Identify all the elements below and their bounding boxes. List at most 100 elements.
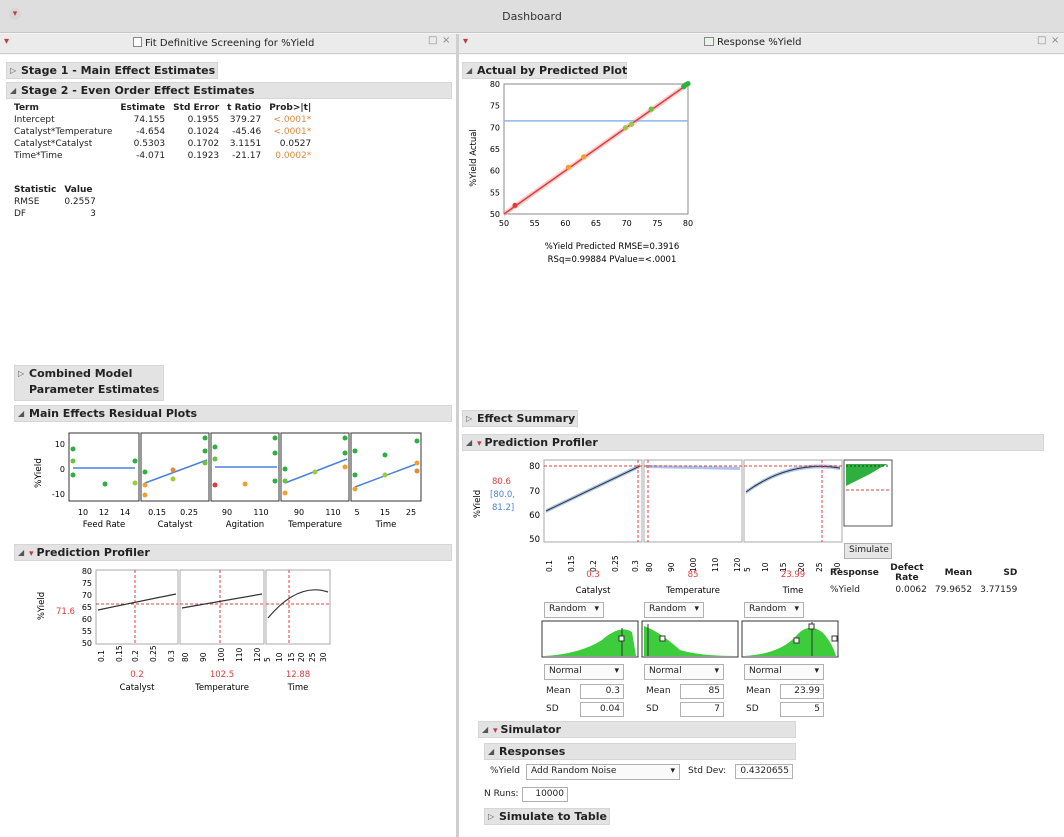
avp-ylabel: %Yield Actual [469, 129, 479, 187]
noise-dropdown[interactable]: Add Random Noise ▾ [526, 764, 680, 780]
sd-input-time[interactable]: 5 [780, 702, 824, 717]
collapsed-disclosure-icon[interactable]: ▷ [18, 369, 25, 378]
collapsed-disclosure-icon[interactable]: ▷ [466, 414, 473, 423]
red-triangle-menu-icon[interactable]: ▾ [29, 549, 34, 559]
avp-point [622, 125, 629, 131]
stddev-input[interactable]: 0.4320655 [735, 764, 793, 779]
table-header-row: Statistic Value [10, 184, 100, 196]
chevron-down-icon: ▾ [694, 604, 699, 614]
window-menu-icon[interactable]: ▾ [9, 8, 21, 20]
left-pane-restore-icon[interactable]: □ [428, 35, 438, 46]
collapsed-disclosure-icon[interactable]: ▷ [488, 812, 495, 821]
dist-dropdown-time[interactable]: Random ▾ [744, 602, 804, 618]
mean-input-time[interactable]: 23.99 [780, 684, 824, 699]
term-cell: Time*Time [14, 151, 63, 161]
svg-text:0.15: 0.15 [567, 555, 576, 572]
left-prediction-profiler: %Yield 71.6 80 75 70 65 60 55 50 0.1 [36, 564, 336, 704]
type-dropdown-temperature[interactable]: Normal ▾ [644, 664, 724, 680]
profiler-xticks: 0.1 0.15 0.2 0.25 0.3 80 90 100 110 120 … [545, 555, 842, 572]
stage2-outline[interactable]: ◢ Stage 2 - Even Order Effect Estimates [6, 82, 452, 99]
avp-point [512, 202, 518, 208]
nruns-input[interactable]: 10000 [522, 787, 568, 802]
factor-name-temperature: Temperature [194, 683, 249, 693]
left-pane-menu-icon[interactable]: ▾ [4, 36, 10, 47]
svg-text:0.1: 0.1 [97, 650, 106, 662]
avp-xtick: 55 [530, 219, 540, 228]
sd-input-temperature[interactable]: 7 [680, 702, 724, 717]
expanded-disclosure-icon[interactable]: ◢ [18, 409, 25, 418]
defect-rate-cell: 0.0062 [895, 585, 927, 595]
residual-plots-outline[interactable]: ◢ Main Effects Residual Plots [14, 405, 452, 422]
right-pane-menu-icon[interactable]: ▾ [463, 36, 469, 47]
avp-point [565, 164, 571, 170]
sd-input-catalyst[interactable]: 0.04 [580, 702, 624, 717]
avp-outline[interactable]: ◢ Actual by Predicted Plot [462, 62, 627, 79]
pane-divider[interactable] [456, 34, 459, 837]
defect-rate-table: Response Defect Rate Mean SD %Yield 0.00… [826, 562, 1021, 596]
factor-value-catalyst: 0.2 [130, 670, 144, 680]
prob-cell: 0.0002* [275, 151, 312, 161]
responses-outline[interactable]: ◢ Responses [484, 743, 796, 760]
mean-input-catalyst[interactable]: 0.3 [580, 684, 624, 699]
collapsed-disclosure-icon[interactable]: ▷ [10, 66, 17, 75]
svg-text:0.1: 0.1 [545, 560, 554, 572]
left-profiler-outline[interactable]: ◢ ▾ Prediction Profiler [14, 544, 452, 561]
avp-xtick: 60 [560, 219, 570, 228]
nruns-label: N Runs: [484, 789, 519, 799]
right-pane-close-icon[interactable]: × [1051, 35, 1060, 46]
svg-text:90: 90 [294, 508, 304, 517]
dist-dropdown-catalyst[interactable]: Random ▾ [544, 602, 604, 618]
effect-summary-outline[interactable]: ▷ Effect Summary [462, 410, 578, 427]
svg-text:80: 80 [181, 652, 190, 662]
residual-plots-svg: %Yield 10 0 -10 10 12 14 Feed Rate 0.15 … [34, 432, 422, 530]
tratio-cell: 379.27 [229, 115, 262, 125]
svg-text:12: 12 [99, 508, 109, 517]
svg-text:70: 70 [529, 487, 540, 497]
dist-dropdown-temperature[interactable]: Random ▾ [644, 602, 704, 618]
svg-text:10: 10 [275, 652, 284, 662]
svg-text:65: 65 [82, 603, 92, 612]
prob-cell: <.0001* [273, 115, 312, 125]
red-triangle-menu-icon[interactable]: ▾ [493, 726, 498, 736]
combined-model-outline[interactable]: ▷ Combined Model Parameter Estimates [14, 365, 164, 401]
table-header-row: Response Defect Rate Mean SD [826, 562, 1021, 584]
response-cell: %Yield [830, 585, 860, 595]
type-dropdown-time[interactable]: Normal ▾ [744, 664, 824, 680]
svg-text:25: 25 [308, 652, 317, 662]
expanded-disclosure-icon[interactable]: ◢ [488, 747, 495, 756]
right-profiler-outline[interactable]: ◢ ▾ Prediction Profiler [462, 434, 1044, 451]
expanded-disclosure-icon[interactable]: ◢ [482, 725, 489, 734]
svg-text:30: 30 [319, 652, 328, 662]
estimate-cell: -4.654 [136, 127, 166, 137]
profiler-xticks: 0.1 0.15 0.2 0.25 0.3 80 90 100 110 120 … [97, 645, 328, 662]
stage1-outline[interactable]: ▷ Stage 1 - Main Effect Estimates [6, 62, 218, 79]
expanded-disclosure-icon[interactable]: ◢ [466, 438, 473, 447]
expanded-disclosure-icon[interactable]: ◢ [466, 66, 473, 75]
stderr-cell: 0.1923 [187, 151, 220, 161]
svg-text:0.3: 0.3 [167, 650, 176, 662]
profiler-cell-catalyst [95, 569, 179, 645]
profiler-value: 80.6 [492, 477, 511, 487]
estimate-cell: 74.155 [133, 115, 166, 125]
col-value: Value [64, 185, 93, 195]
simulate-button[interactable]: Simulate [844, 543, 892, 559]
col-statistic: Statistic [14, 185, 57, 195]
right-pane-restore-icon[interactable]: □ [1037, 35, 1047, 46]
left-pane-close-icon[interactable]: × [442, 35, 451, 46]
svg-text:20: 20 [797, 562, 806, 572]
svg-text:0.25: 0.25 [180, 508, 198, 517]
stage2-estimates-table: Term Estimate Std Error t Ratio Prob>|t|… [10, 102, 315, 162]
expanded-disclosure-icon[interactable]: ◢ [18, 548, 25, 557]
avp-xlabel: %Yield Predicted RMSE=0.3916 [545, 242, 680, 252]
table-row: RMSE 0.2557 [10, 196, 100, 208]
mean-input-temperature[interactable]: 85 [680, 684, 724, 699]
type-dropdown-catalyst[interactable]: Normal ▾ [544, 664, 624, 680]
simulate-to-table-outline[interactable]: ▷ Simulate to Table [484, 808, 610, 825]
simulator-outline[interactable]: ◢ ▾ Simulator [478, 721, 796, 738]
term-cell: Catalyst*Temperature [14, 127, 113, 137]
avp-ytick: 55 [490, 188, 500, 197]
svg-text:90: 90 [667, 562, 676, 572]
stat-value-cell: 3 [90, 209, 96, 219]
red-triangle-menu-icon[interactable]: ▾ [477, 439, 482, 449]
expanded-disclosure-icon[interactable]: ◢ [10, 86, 17, 95]
